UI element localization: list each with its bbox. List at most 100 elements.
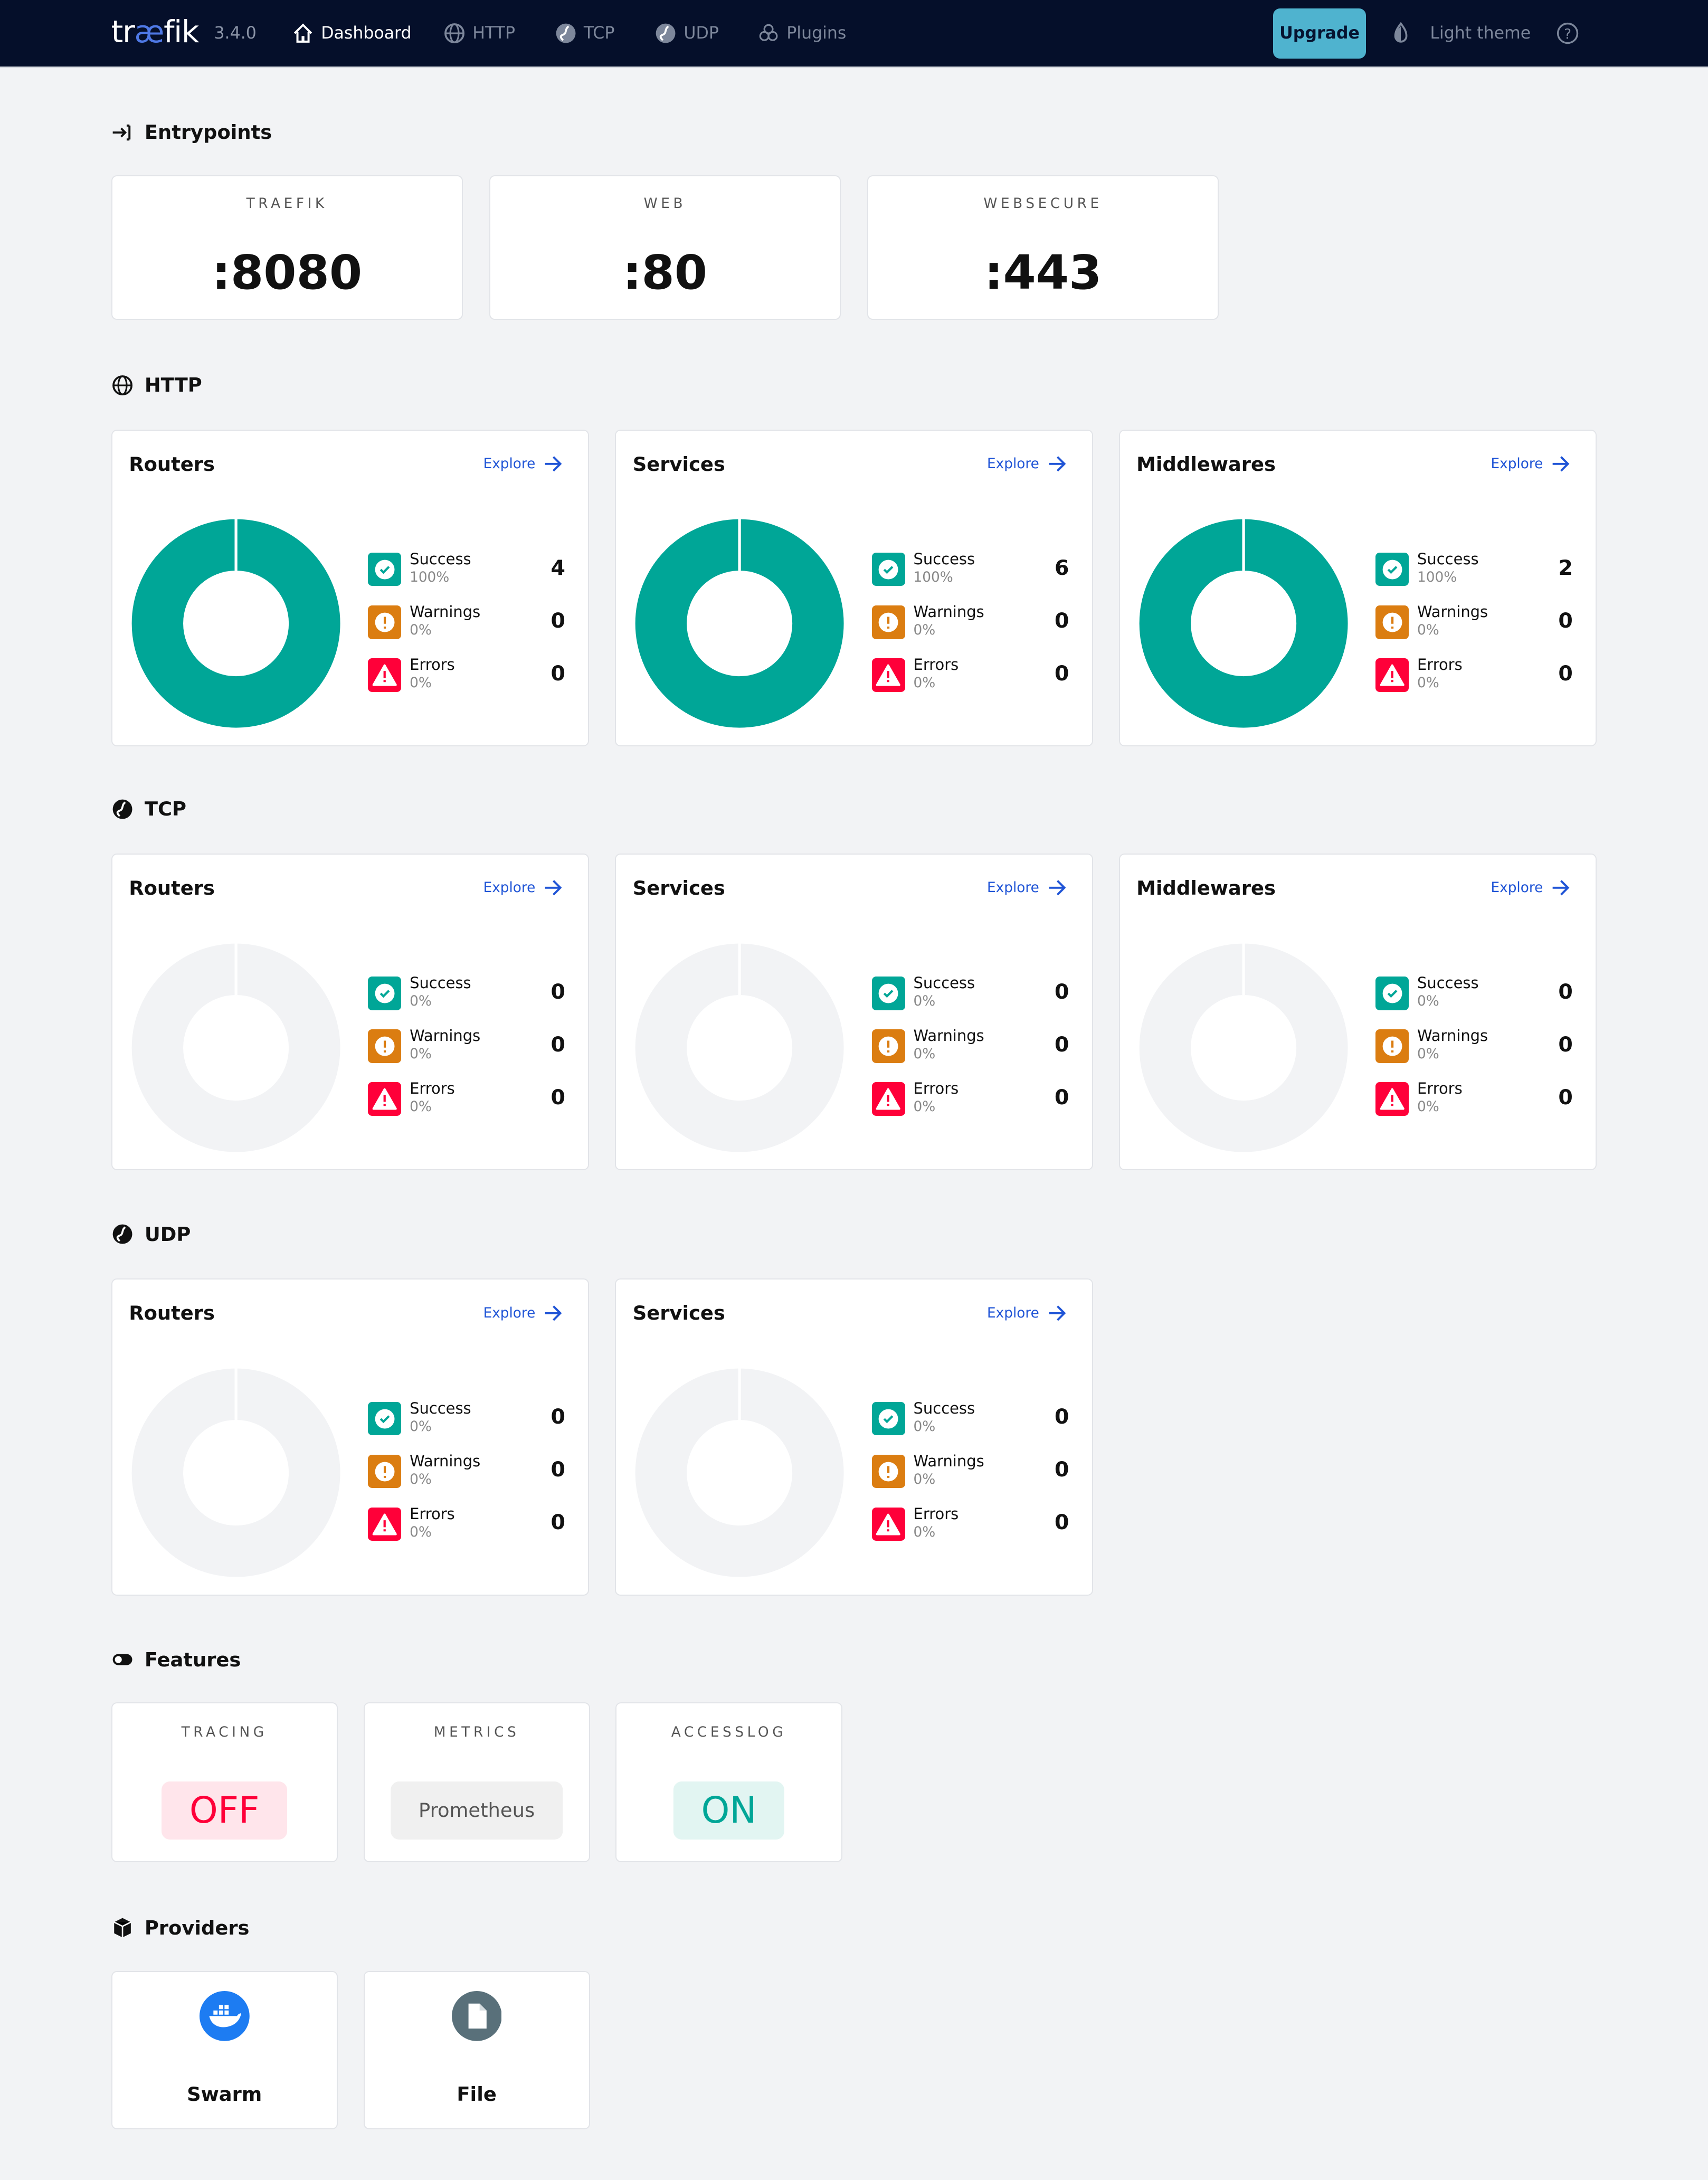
feature-tracing: TRACING OFF — [111, 1702, 338, 1863]
plugins-icon — [759, 24, 778, 41]
legend-count: 0 — [551, 1457, 565, 1482]
legend-label: Errors — [1417, 656, 1463, 674]
error-icon — [876, 1513, 901, 1536]
error-icon — [372, 1088, 397, 1110]
explore-label: Explore — [483, 879, 536, 896]
warning-icon — [375, 1036, 395, 1056]
entrypoint-port: :443 — [984, 245, 1102, 301]
arrow-right-icon — [545, 880, 562, 896]
nav-plugins[interactable]: Plugins — [757, 22, 846, 44]
help-icon: ? — [1557, 23, 1579, 44]
legend-warnings: Warnings 0% 0 — [368, 1452, 565, 1494]
legend-warnings: Warnings 0% 0 — [871, 1452, 1069, 1494]
nav-label: Dashboard — [321, 24, 412, 43]
warning-icon — [878, 612, 898, 632]
warning-icon — [878, 1036, 898, 1056]
legend-percent: 0% — [410, 1524, 432, 1540]
explore-link[interactable]: Explore — [1491, 456, 1571, 472]
entrypoints-heading: Entrypoints — [111, 121, 272, 144]
http-middlewares-card: Middlewares Explore Success 100% 2 Warnings… — [1118, 429, 1597, 746]
feature-value: OFF — [162, 1781, 288, 1840]
card-title: Services — [632, 452, 725, 476]
theme-icon — [1394, 22, 1408, 43]
nav-http[interactable]: HTTP — [443, 22, 515, 44]
legend-label: Errors — [913, 1079, 959, 1098]
legend-label: Warnings — [913, 1027, 984, 1045]
explore-label: Explore — [987, 879, 1039, 896]
http-heading: HTTP — [111, 374, 202, 396]
explore-label: Explore — [483, 456, 536, 472]
entrypoint-port: :80 — [622, 245, 708, 301]
section-title: Features — [144, 1648, 241, 1671]
theme-label: Light theme — [1430, 24, 1531, 43]
nav-dashboard[interactable]: Dashboard — [292, 22, 412, 44]
legend-label: Warnings — [1417, 1027, 1488, 1045]
provider-file[interactable]: File — [363, 1970, 590, 2129]
http-services-card: Services Explore Success 100% 6 Warnings 0% 0… — [615, 429, 1093, 746]
check-icon — [375, 983, 395, 1003]
explore-link[interactable]: Explore — [987, 456, 1067, 472]
legend-success: Success 0% 0 — [871, 1399, 1069, 1441]
traefik-logo[interactable]: træfik — [111, 14, 200, 50]
legend-label: Warnings — [1417, 603, 1488, 621]
tcp-heading: TCP — [111, 798, 186, 820]
check-icon — [878, 1409, 898, 1429]
card-title: Routers — [129, 1302, 215, 1325]
provider-name: Swarm — [187, 2083, 262, 2106]
entry-icon — [112, 124, 130, 140]
legend-percent: 0% — [1417, 993, 1439, 1009]
theme-toggle[interactable]: Light theme — [1390, 22, 1531, 44]
help-button[interactable]: ? — [1557, 22, 1579, 44]
feature-name: ACCESSLOG — [671, 1724, 787, 1740]
legend-count: 0 — [551, 1032, 565, 1057]
arrow-right-icon — [545, 1305, 562, 1321]
legend-count: 4 — [551, 555, 565, 580]
udp-services-card: Services Explore Success 0% 0 Warnings 0% 0 Er… — [615, 1278, 1093, 1596]
legend-label: Success — [913, 974, 975, 992]
http-routers-card: Routers Explore Success 100% 4 Warnings 0% 0 E… — [111, 429, 590, 746]
legend-percent: 0% — [913, 1099, 936, 1115]
legend-label: Success — [410, 1399, 471, 1417]
error-icon — [876, 664, 901, 686]
upgrade-button[interactable]: Upgrade — [1273, 8, 1367, 59]
card-title: Services — [632, 876, 725, 899]
tcp-icon — [556, 23, 576, 43]
legend-count: 0 — [551, 1510, 565, 1535]
explore-link[interactable]: Explore — [1491, 879, 1571, 896]
explore-link[interactable]: Explore — [987, 879, 1067, 896]
warning-icon — [375, 612, 395, 632]
legend-label: Errors — [410, 656, 455, 674]
tcp-middlewares-card: Middlewares Explore Success 0% 0 Warnings 0%… — [1118, 853, 1597, 1170]
entrypoint-name: WEBSECURE — [983, 195, 1103, 212]
legend-count: 0 — [1558, 661, 1573, 686]
explore-link[interactable]: Explore — [483, 879, 563, 896]
legend-count: 2 — [1558, 555, 1573, 580]
legend-errors: Errors 0% 0 — [1375, 1079, 1573, 1121]
provider-swarm[interactable]: Swarm — [111, 1970, 338, 2129]
legend-label: Errors — [410, 1079, 455, 1098]
legend-errors: Errors 0% 0 — [871, 656, 1069, 697]
legend-errors: Errors 0% 0 — [368, 1505, 565, 1547]
nav-label: Plugins — [786, 24, 847, 43]
status-donut — [1139, 518, 1348, 728]
udp-routers-card: Routers Explore Success 0% 0 Warnings 0% 0 Err… — [111, 1278, 590, 1596]
entrypoint-port: :8080 — [212, 245, 363, 301]
legend-count: 0 — [551, 1085, 565, 1110]
legend-label: Errors — [1417, 1079, 1463, 1098]
entrypoint-name: TRAEFIK — [246, 195, 328, 212]
status-donut — [1139, 942, 1348, 1152]
legend-percent: 0% — [410, 1046, 432, 1062]
check-icon — [375, 1409, 395, 1429]
explore-link[interactable]: Explore — [987, 1305, 1067, 1322]
nav-udp[interactable]: UDP — [654, 22, 719, 44]
arrow-right-icon — [1552, 880, 1570, 896]
legend-warnings: Warnings 0% 0 — [871, 603, 1069, 644]
legend-percent: 0% — [913, 675, 936, 691]
explore-link[interactable]: Explore — [483, 456, 563, 472]
explore-link[interactable]: Explore — [483, 1305, 563, 1322]
legend-percent: 0% — [410, 1418, 432, 1435]
warning-icon — [1382, 612, 1402, 632]
nav-tcp[interactable]: TCP — [555, 22, 614, 44]
legend-count: 0 — [551, 979, 565, 1004]
legend-success: Success 0% 0 — [1375, 974, 1573, 1016]
